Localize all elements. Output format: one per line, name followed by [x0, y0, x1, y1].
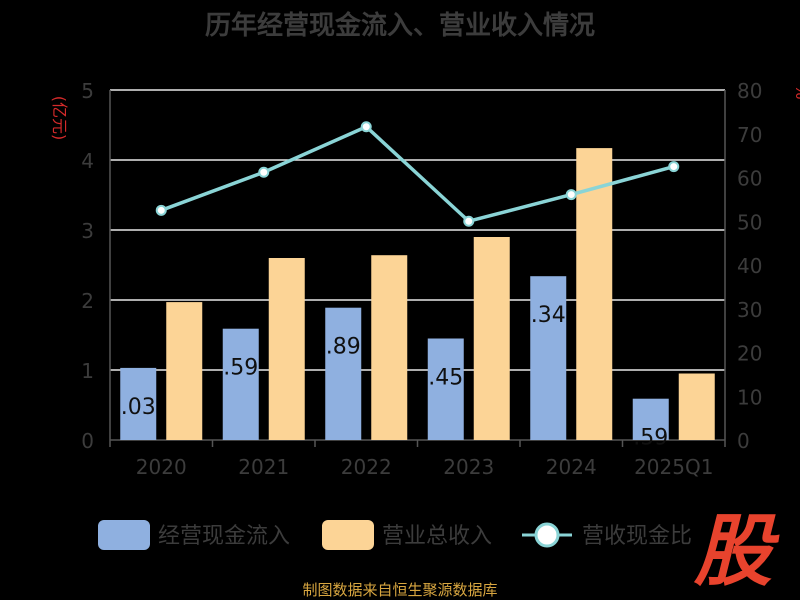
right-tick-label: 80 [737, 79, 762, 103]
ratio-line-path [160, 124, 675, 224]
bar-cash-inflow [427, 338, 464, 440]
bars [120, 148, 715, 440]
legend-label-cash-inflow: 经营现金流入 [158, 524, 290, 549]
ratio-point [668, 161, 680, 173]
legend-swatch-revenue [322, 520, 374, 550]
left-axis-ticks: 0 1 2 3 4 5 [81, 79, 94, 453]
bar-cash-inflow [530, 276, 567, 440]
bar-value-label: .59 [633, 426, 668, 451]
right-tick-label: 40 [737, 254, 762, 278]
ratio-point [565, 189, 577, 201]
category-label: 2023 [443, 455, 494, 479]
left-tick-label: 4 [81, 149, 94, 173]
legend-marker-ratio [534, 522, 560, 548]
left-tick-label: 0 [81, 429, 94, 453]
bar-value-label: .03 [121, 395, 156, 420]
legend-swatch-cash-inflow [98, 520, 150, 550]
right-tick-label: 70 [737, 123, 762, 147]
ratio-point [155, 204, 167, 216]
left-tick-label: 1 [81, 359, 94, 383]
category-label: 2025Q1 [634, 455, 713, 479]
ratio-point [258, 166, 270, 178]
bar-labels: .03 .59 .89 .45 .34 .59 [121, 303, 669, 451]
right-axis-unit: % [792, 84, 800, 99]
left-tick-label: 2 [81, 289, 94, 313]
bar-revenue [166, 302, 203, 440]
category-label: 2021 [238, 455, 289, 479]
data-source: 制图数据来自恒生聚源数据库 [302, 581, 497, 599]
ratio-point [463, 215, 475, 227]
axes [109, 90, 726, 447]
category-label: 2022 [341, 455, 392, 479]
category-labels: 2020 2021 2022 2023 2024 2025Q1 [136, 455, 714, 479]
bar-revenue [268, 258, 305, 440]
gridlines [110, 89, 725, 371]
right-tick-label: 60 [737, 167, 762, 191]
bar-cash-inflow [222, 328, 259, 440]
chart-title: 历年经营现金流入、营业收入情况 [205, 10, 595, 41]
legend-label-ratio: 营收现金比 [582, 524, 692, 549]
left-axis-unit: (亿元) [50, 96, 69, 141]
bar-revenue [371, 255, 408, 440]
right-tick-label: 0 [737, 429, 750, 453]
bar-revenue [678, 373, 715, 440]
legend-label-revenue: 营业总收入 [382, 524, 492, 549]
bar-cash-inflow [325, 307, 362, 440]
bar-value-label: .59 [223, 356, 258, 381]
ratio-point [360, 121, 372, 133]
bar-cash-inflow [632, 398, 669, 440]
right-axis-ticks: 0 10 20 30 40 50 60 70 80 [737, 79, 762, 453]
left-tick-label: 3 [81, 219, 94, 243]
ratio-line [155, 121, 680, 227]
right-tick-label: 50 [737, 210, 762, 234]
legend: 经营现金流入 营业总收入 营收现金比 [98, 520, 692, 550]
bar-revenue [473, 237, 510, 440]
left-tick-label: 5 [81, 79, 94, 103]
category-label: 2020 [136, 455, 187, 479]
bar-cash-inflow [120, 367, 157, 440]
bar-value-label: .89 [326, 335, 361, 360]
bar-value-label: .34 [531, 303, 566, 328]
right-tick-label: 30 [737, 298, 762, 322]
brand-mark: 股 [693, 507, 780, 597]
right-tick-label: 10 [737, 385, 762, 409]
category-label: 2024 [546, 455, 597, 479]
right-tick-label: 20 [737, 342, 762, 366]
bar-revenue [576, 148, 613, 440]
bar-value-label: .45 [428, 366, 463, 391]
